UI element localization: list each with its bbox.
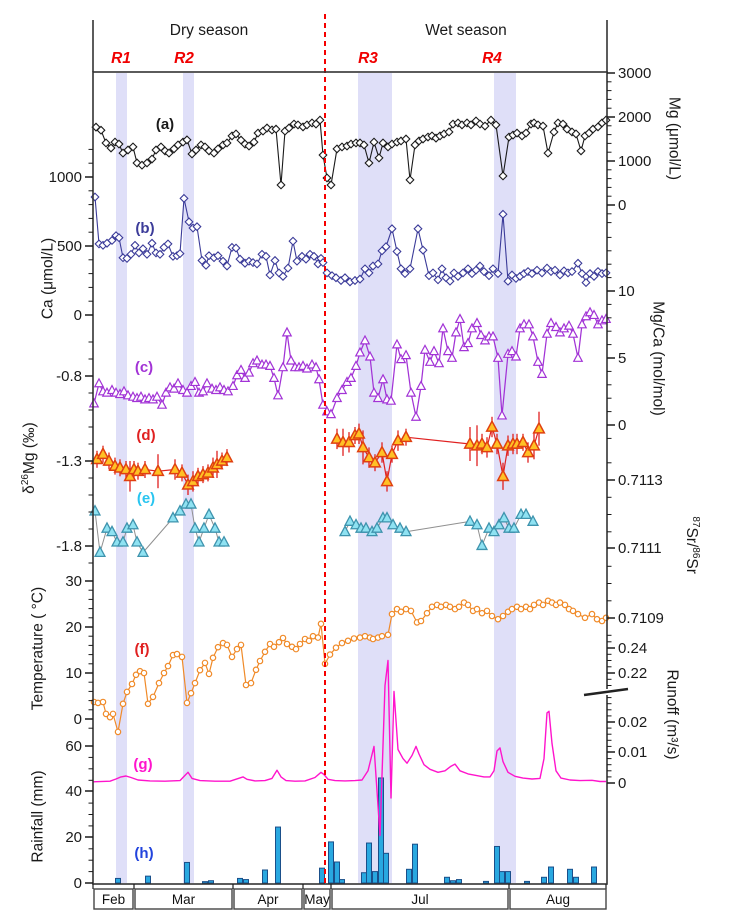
runoff-axis-title: Runoff (m³/s) bbox=[663, 669, 681, 760]
svg-text:2000: 2000 bbox=[618, 109, 651, 126]
r4-label: R4 bbox=[482, 50, 502, 67]
r1-label: R1 bbox=[111, 50, 131, 67]
svg-text:-0.8: -0.8 bbox=[56, 368, 82, 385]
svg-text:60: 60 bbox=[65, 738, 82, 755]
svg-text:20: 20 bbox=[65, 619, 82, 636]
svg-text:20: 20 bbox=[65, 829, 82, 846]
r3-label: R3 bbox=[358, 50, 378, 67]
svg-text:10: 10 bbox=[65, 665, 82, 682]
svg-text:-1.3: -1.3 bbox=[56, 453, 82, 470]
series-a-label: (a) bbox=[155, 116, 175, 133]
rainfall-axis-title: Rainfall (mm) bbox=[29, 770, 47, 863]
svg-text:0.22: 0.22 bbox=[618, 665, 647, 682]
series-f-label: (f) bbox=[134, 641, 150, 658]
series-g-label: (g) bbox=[133, 756, 153, 773]
svg-text:Feb: Feb bbox=[102, 892, 125, 907]
svg-text:0: 0 bbox=[618, 775, 626, 792]
wet-season-label: Wet season bbox=[425, 22, 507, 39]
ca-axis-title: Ca (μmol/L) bbox=[39, 237, 57, 320]
svg-text:0: 0 bbox=[618, 417, 626, 434]
svg-text:30: 30 bbox=[65, 573, 82, 590]
svg-text:0: 0 bbox=[74, 307, 82, 324]
mg-axis-title: Mg (μmol/L) bbox=[665, 97, 683, 181]
svg-text:1000: 1000 bbox=[618, 153, 651, 170]
svg-text:0: 0 bbox=[74, 875, 82, 892]
svg-text:May: May bbox=[304, 892, 330, 907]
mgca-axis-title: Mg/Ca (mol/mol) bbox=[649, 301, 667, 416]
svg-text:0.02: 0.02 bbox=[618, 714, 647, 731]
svg-text:0: 0 bbox=[618, 197, 626, 214]
series-h-label: (h) bbox=[134, 845, 154, 862]
svg-text:0.24: 0.24 bbox=[618, 640, 647, 657]
svg-text:0.7109: 0.7109 bbox=[618, 610, 664, 627]
svg-text:1000: 1000 bbox=[49, 169, 82, 186]
series-b-label: (b) bbox=[135, 220, 155, 237]
svg-text:Apr: Apr bbox=[257, 892, 279, 907]
r2-label: R2 bbox=[174, 50, 194, 67]
svg-text:500: 500 bbox=[57, 238, 82, 255]
series-e-label: (e) bbox=[136, 490, 156, 507]
svg-text:-1.8: -1.8 bbox=[56, 538, 82, 555]
dry-season-label: Dry season bbox=[169, 22, 249, 39]
series-d-label: (d) bbox=[136, 427, 156, 444]
svg-text:40: 40 bbox=[65, 783, 82, 800]
sr-axis-title: 87Sr/86Sr bbox=[682, 516, 702, 574]
temperature-axis-title: Temperature ( °C) bbox=[29, 586, 47, 711]
svg-text:5: 5 bbox=[618, 350, 626, 367]
svg-text:Mar: Mar bbox=[172, 892, 196, 907]
svg-text:0.01: 0.01 bbox=[618, 744, 647, 761]
series-c-label: (c) bbox=[134, 359, 154, 376]
d26mg-axis-title: δ26Mg (‰) bbox=[19, 422, 39, 494]
svg-text:0: 0 bbox=[74, 711, 82, 728]
svg-text:10: 10 bbox=[618, 283, 635, 300]
svg-text:Jul: Jul bbox=[411, 892, 428, 907]
svg-text:3000: 3000 bbox=[618, 65, 651, 82]
svg-text:0.7113: 0.7113 bbox=[618, 472, 663, 489]
svg-text:Aug: Aug bbox=[546, 892, 570, 907]
svg-text:0.7111: 0.7111 bbox=[618, 540, 662, 557]
